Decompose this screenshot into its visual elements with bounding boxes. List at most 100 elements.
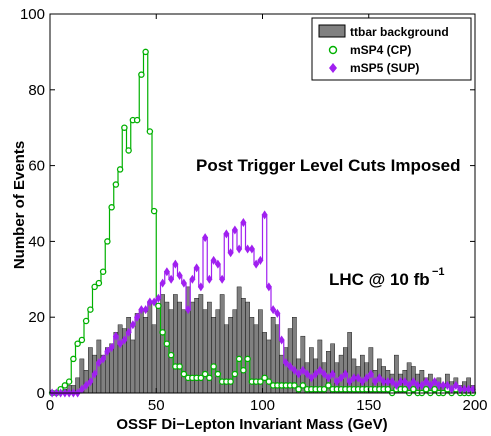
msp5-marker [78,384,85,394]
msp5-marker [91,369,98,379]
y-tick-label: 40 [28,233,45,250]
msp5-marker [329,369,336,379]
msp4-marker [133,116,141,124]
msp5-marker [278,335,285,345]
msp4-marker [70,355,77,363]
msp4-marker [125,147,132,154]
histogram-bar [177,301,182,394]
msp5-marker [236,244,243,254]
annotation-luminosity-exponent: −1 [432,266,445,278]
msp4-marker [231,370,239,378]
msp4-marker [197,374,205,382]
msp5-marker [452,380,459,390]
msp5-marker [151,297,158,307]
msp5-marker [248,244,255,254]
msp5-marker [244,244,251,254]
msp5-marker [117,339,124,349]
y-tick-label: 100 [20,6,45,23]
msp4-marker [257,378,264,385]
histogram-bar [262,332,267,394]
legend-marker-msp5 [329,63,337,73]
histogram-bar [156,305,161,394]
msp4-marker [99,268,107,275]
msp4-marker [214,370,222,378]
x-tick-label: 100 [250,397,275,414]
msp5-marker [418,380,425,390]
msp5-marker [295,369,302,379]
msp4-marker [65,378,73,385]
y-tick-label: 20 [28,309,45,326]
histogram-bar [173,294,178,394]
histogram-bar [292,317,297,394]
histogram-bar [88,347,93,394]
msp5-marker [469,384,476,394]
msp5-marker [308,373,315,383]
y-tick-label: 60 [28,158,45,175]
histogram-bar [168,309,174,394]
legend-swatch-ttbar [318,24,346,38]
msp4-marker [206,374,213,382]
msp4-marker [227,378,234,385]
legend-label-ttbar: ttbar background [350,25,449,39]
msp4-marker [104,238,111,245]
msp5-marker [346,377,353,387]
msp4-marker [91,283,98,291]
msp5-marker [291,365,298,375]
msp4-marker [61,382,69,389]
msp4-marker [116,166,124,173]
msp5-marker [180,278,187,288]
msp4-marker [201,370,209,378]
msp5-marker [448,384,455,394]
msp4-marker [78,336,86,344]
msp5-marker [231,225,238,235]
histogram-bar [236,286,242,394]
msp5-marker [155,293,162,303]
msp4-marker [299,382,307,389]
histogram-bar [241,298,246,394]
msp5-marker [129,320,136,330]
y-tick-labels: 0 20 40 60 80 100 [20,6,45,402]
msp5-marker [100,354,107,364]
msp5-marker [197,282,204,292]
histogram-bar [117,324,123,394]
msp5-marker [270,305,277,315]
msp5-marker [83,380,90,390]
msp5-marker [125,327,132,337]
msp5-marker [389,377,396,387]
msp5-marker [108,343,115,353]
histogram-bar [164,301,170,394]
msp5-marker [299,365,306,375]
histogram-bar [181,309,187,394]
histogram-bar [143,317,148,394]
msp5-marker [414,380,421,390]
legend: ttbar background mSP4 (CP) mSP5 (SUP) [311,17,472,81]
msp4-marker [240,367,247,374]
msp5-marker [325,373,332,383]
x-tick-labels: 0 50 100 150 200 [46,397,488,414]
x-tick-label: 200 [462,397,487,414]
histogram-bar [219,294,225,394]
x-axis-label: OSSF Di−Lepton Invariant Mass (GeV) [116,416,387,433]
msp5-marker [376,373,383,383]
msp4-marker [265,378,273,385]
msp5-marker [261,210,268,220]
msp5-marker [172,259,179,269]
msp5-marker [253,259,260,269]
msp5-marker [397,377,404,387]
y-axis-label: Number of Events [11,141,28,269]
msp5-marker [440,380,447,390]
msp5-marker [444,380,451,390]
msp4-marker [74,340,81,347]
msp5-marker [431,377,438,387]
y-tick-label: 0 [37,385,45,402]
histogram-bar [202,309,208,394]
x-tick-label: 150 [356,397,381,414]
msp4-marker [295,385,302,393]
msp5-marker [176,271,183,281]
axes [49,13,476,394]
msp4-marker [150,207,158,215]
x-tick-label: 50 [148,397,165,414]
msp4-marker [146,128,154,135]
msp5-marker [457,384,464,394]
